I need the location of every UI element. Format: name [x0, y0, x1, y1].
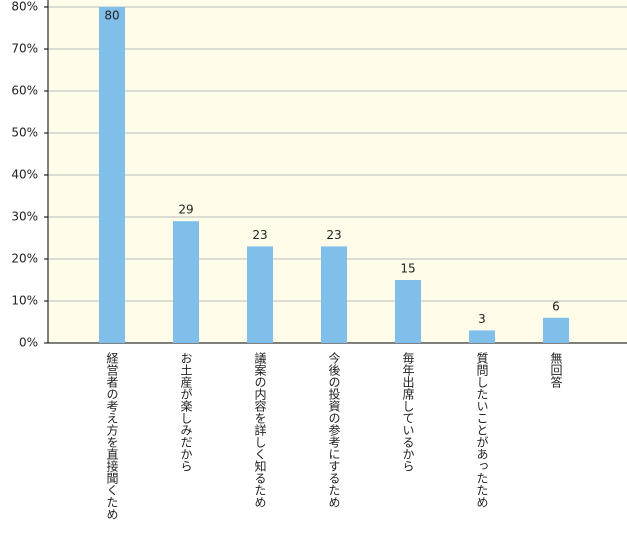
- bar: [173, 221, 199, 343]
- x-tick-label: 今後の投資の参考にするため: [327, 351, 341, 508]
- bar: [395, 280, 421, 343]
- x-tick-label: 経営者の考え方を直接聞くため: [105, 352, 119, 520]
- data-label: 6: [552, 299, 560, 313]
- x-tick-label: 毎年出席しているから: [401, 351, 415, 472]
- bar: [469, 330, 495, 343]
- data-label: 23: [326, 228, 341, 242]
- data-label: 15: [400, 262, 415, 276]
- x-tick-label: 議案の内容を詳しく知るため: [253, 352, 267, 508]
- y-tick-label: 50%: [11, 126, 38, 140]
- x-tick-label: 質問したいことがあったため: [475, 351, 489, 508]
- bar: [543, 317, 569, 343]
- bar: [321, 246, 347, 343]
- y-tick-label: 60%: [11, 84, 38, 98]
- x-tick-label: お土産が楽しみだから: [179, 352, 193, 472]
- x-tick-label: 無回答: [549, 351, 563, 389]
- y-tick-label: 20%: [11, 252, 38, 266]
- data-label: 29: [178, 203, 193, 217]
- data-label: 3: [478, 312, 486, 326]
- data-label: 80: [104, 9, 119, 23]
- bar: [99, 7, 125, 343]
- y-tick-label: 30%: [11, 210, 38, 224]
- bar: [247, 246, 273, 343]
- y-tick-label: 70%: [11, 42, 38, 56]
- data-label: 23: [252, 228, 267, 242]
- y-tick-label: 10%: [11, 294, 38, 308]
- y-tick-label: 80%: [11, 0, 38, 14]
- y-tick-label: 0%: [19, 336, 38, 350]
- y-tick-label: 40%: [11, 168, 38, 182]
